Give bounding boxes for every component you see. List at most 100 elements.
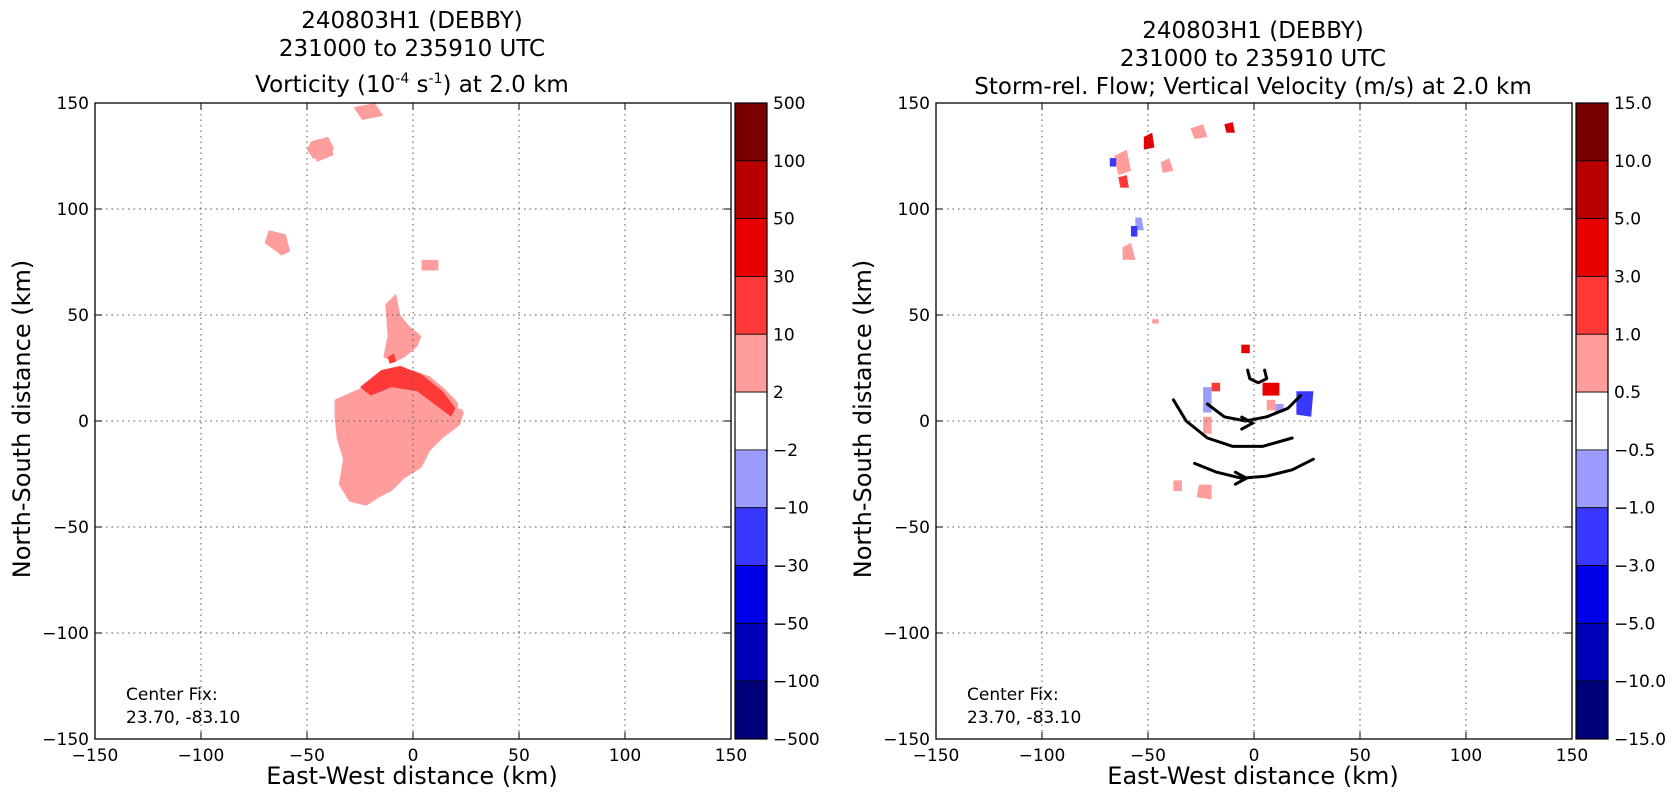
left-colorbar-tick-label: −2 bbox=[773, 441, 798, 461]
left-x-tick-label: 0 bbox=[408, 746, 419, 766]
right-colorbar-tick-label: −5.0 bbox=[1614, 614, 1655, 634]
left-colorbar-tick-label: −10 bbox=[773, 499, 809, 519]
right-colorbar-tick-label: 1.0 bbox=[1614, 325, 1641, 345]
right-colorbar-segment bbox=[1575, 102, 1609, 162]
left-colorbar-tick-label: 2 bbox=[773, 383, 784, 403]
left-title-mid: s bbox=[409, 72, 428, 98]
right-grid bbox=[936, 103, 1572, 739]
right-colorbar-tick-label: −15.0 bbox=[1614, 730, 1666, 750]
left-title-suffix: ) at 2.0 km bbox=[443, 72, 569, 98]
left-colorbar-tick-label: 500 bbox=[773, 94, 805, 114]
left-x-tick-label: 100 bbox=[609, 746, 641, 766]
right-field-region bbox=[1114, 149, 1131, 176]
left-field-region bbox=[387, 353, 396, 364]
left-grid bbox=[95, 103, 731, 739]
left-field-region bbox=[457, 395, 469, 411]
right-field-region bbox=[1143, 132, 1155, 150]
left-colorbar-segment bbox=[734, 449, 768, 509]
right-center-fix-coords: 23.70, -83.10 bbox=[967, 708, 1081, 728]
right-colorbar-segment bbox=[1575, 333, 1609, 393]
right-field-region bbox=[1190, 124, 1208, 139]
right-y-tick-label: −100 bbox=[883, 624, 930, 644]
right-field-region bbox=[1224, 122, 1235, 133]
left-y-tick-label: −100 bbox=[42, 624, 89, 644]
left-y-axis-label: North-South distance (km) bbox=[8, 260, 36, 579]
right-colorbar-tick-label: 10.0 bbox=[1614, 152, 1652, 172]
left-x-axis-label: East-West distance (km) bbox=[266, 762, 557, 790]
right-x-axis-label: East-West distance (km) bbox=[1107, 762, 1398, 790]
left-title-sup2: -1 bbox=[429, 71, 443, 87]
right-y-tick-label: 150 bbox=[898, 94, 930, 114]
left-y-tick-label: 0 bbox=[78, 412, 89, 432]
left-plot-area: −150 −100 −50 0 50 100 150 −150 −100 −50 0 50 100 150 bbox=[42, 94, 747, 766]
left-x-tick-label: −50 bbox=[289, 746, 325, 766]
left-colorbar-tick-label: 50 bbox=[773, 210, 795, 230]
left-field-region bbox=[383, 293, 422, 362]
right-colorbar-segment bbox=[1575, 565, 1609, 624]
right-y-tick-label: −150 bbox=[883, 730, 930, 750]
right-colorbar-segment bbox=[1575, 160, 1609, 220]
right-field-region bbox=[1241, 344, 1250, 354]
left-field-region bbox=[332, 293, 337, 301]
left-x-tick-label: 150 bbox=[715, 746, 747, 766]
right-flow-arrow bbox=[1240, 415, 1256, 431]
left-colorbar-segment bbox=[734, 622, 768, 682]
left-colorbar-segment bbox=[734, 391, 768, 451]
left-field-region bbox=[277, 213, 295, 231]
right-field-region bbox=[1131, 226, 1138, 237]
left-colorbar-tick-label: 10 bbox=[773, 325, 795, 345]
right-x-tick-label: −50 bbox=[1130, 746, 1166, 766]
vertical-velocity-panel: 240803H1 (DEBBY) 231000 to 235910 UTC St… bbox=[849, 18, 1666, 790]
right-field bbox=[1109, 122, 1314, 500]
right-field-region bbox=[1109, 158, 1117, 167]
left-field-region bbox=[307, 136, 337, 163]
left-colorbar-tick-label: 30 bbox=[773, 267, 795, 287]
right-colorbar-segment bbox=[1575, 449, 1609, 509]
left-colorbar-segment bbox=[734, 102, 768, 162]
right-streamlines bbox=[1171, 368, 1315, 486]
right-colorbar-segment bbox=[1575, 622, 1609, 682]
left-field-region bbox=[332, 149, 348, 161]
left-field-region bbox=[307, 158, 320, 171]
left-field-region bbox=[353, 103, 384, 120]
right-field-region bbox=[1173, 480, 1182, 491]
right-field-region bbox=[1262, 382, 1280, 396]
right-field-region bbox=[1296, 391, 1314, 417]
left-field-region bbox=[264, 230, 290, 256]
right-field-region bbox=[1135, 217, 1144, 231]
left-y-tick-label: 50 bbox=[67, 306, 89, 326]
left-center-fix-coords: 23.70, -83.10 bbox=[126, 708, 240, 728]
left-colorbar-segment bbox=[734, 333, 768, 393]
left-title-prefix: Vorticity (10 bbox=[255, 72, 395, 98]
right-field-region bbox=[1160, 158, 1174, 173]
left-center-fix-label: Center Fix: bbox=[126, 685, 218, 705]
right-field-region bbox=[1196, 484, 1212, 500]
right-y-axis-label: North-South distance (km) bbox=[849, 260, 877, 579]
right-field-region bbox=[1118, 175, 1129, 188]
right-field-region bbox=[1203, 416, 1212, 434]
left-title-sup1: -4 bbox=[395, 71, 409, 87]
left-colorbar-frame bbox=[734, 102, 768, 740]
left-field-region bbox=[334, 370, 464, 506]
right-x-tick-label: 150 bbox=[1556, 746, 1588, 766]
right-streamline bbox=[1171, 398, 1294, 448]
right-x-tick-label: 50 bbox=[1349, 746, 1371, 766]
right-colorbar: 15.0 10.0 5.0 3.0 1.0 0.5 −0.5 −1.0 −3.0 −5.0 −10.… bbox=[1575, 94, 1666, 750]
left-colorbar-segment bbox=[734, 218, 768, 277]
right-y-tick-label: 100 bbox=[898, 200, 930, 220]
right-x-tick-label: −150 bbox=[913, 746, 960, 766]
right-field-region bbox=[1266, 399, 1276, 411]
right-y-tick-label: −50 bbox=[894, 518, 930, 538]
right-colorbar-tick-label: 3.0 bbox=[1614, 267, 1641, 287]
right-colorbar-tick-label: −1.0 bbox=[1614, 499, 1655, 519]
right-colorbar-segment bbox=[1575, 680, 1609, 740]
left-y-tick-label: 150 bbox=[57, 94, 89, 114]
right-title-line2: 231000 to 235910 UTC bbox=[1120, 46, 1386, 72]
left-colorbar: 500 100 50 30 10 2 −2 −10 −30 −50 −100 −500 bbox=[734, 94, 820, 750]
left-colorbar-tick-label: −500 bbox=[773, 730, 820, 750]
left-x-tick-label: −150 bbox=[72, 746, 119, 766]
vorticity-panel: 240803H1 (DEBBY) 231000 to 235910 UTC Vo… bbox=[8, 8, 820, 790]
right-colorbar-tick-label: −3.0 bbox=[1614, 557, 1655, 577]
left-colorbar-segment bbox=[734, 507, 768, 566]
